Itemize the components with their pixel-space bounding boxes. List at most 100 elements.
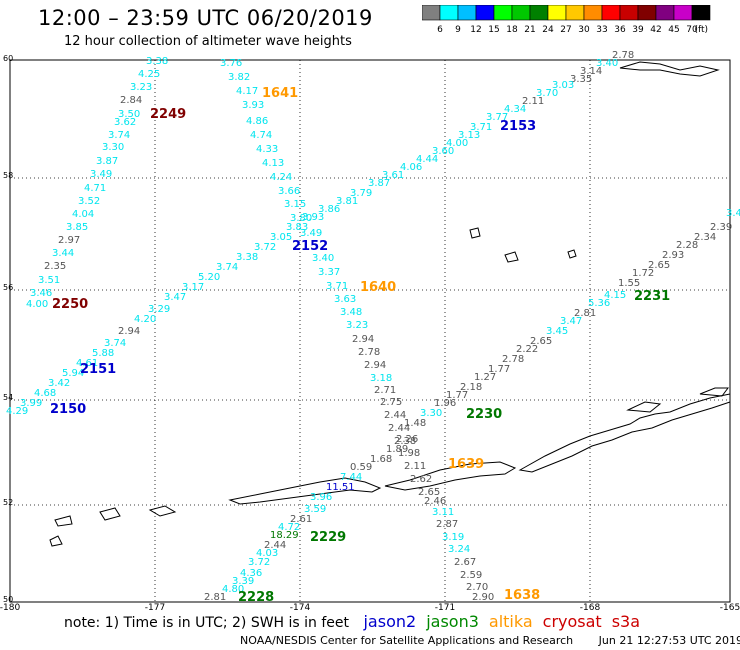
wave-height-label: 1.77	[446, 390, 468, 401]
lon-label: -168	[580, 603, 601, 610]
wave-height-label: 11.51	[326, 482, 355, 493]
coastline	[518, 393, 731, 473]
wave-height-label: 4.74	[250, 130, 272, 141]
coastline	[567, 249, 577, 259]
pass-time-label: 1641	[262, 86, 298, 101]
wave-height-label: 3.23	[346, 320, 368, 331]
coastline	[54, 515, 73, 527]
wave-height-label: 2.65	[530, 336, 552, 347]
wave-height-label: 3.81	[336, 196, 358, 207]
wave-height-label: 3.99	[20, 398, 42, 409]
wave-height-label: 1.98	[398, 448, 420, 459]
wave-height-label: 1.72	[632, 268, 654, 279]
wave-height-label: 5.20	[198, 272, 220, 283]
pass-time-label: 1638	[504, 588, 540, 603]
wave-height-label: 3.49	[300, 228, 322, 239]
wave-height-label: 3.23	[130, 82, 152, 93]
wave-height-label: 3.93	[242, 100, 264, 111]
scale-tick-label: 15	[488, 25, 499, 35]
satellite-jason3: jason3	[426, 612, 479, 631]
wave-height-label: 2.39	[710, 222, 732, 233]
lat-label: 56	[3, 283, 13, 292]
wave-height-label: 3.48	[340, 307, 362, 318]
wave-height-label: 1.89	[386, 444, 408, 455]
wave-height-label: 4.86	[246, 116, 268, 127]
lon-label: -177	[145, 603, 165, 610]
wave-height-label: 3.60	[432, 146, 454, 157]
wave-height-label: 3.96	[310, 492, 332, 503]
wave-height-label: 3.72	[248, 557, 270, 568]
wave-height-label: 2.84	[120, 95, 142, 106]
lat-label: 52	[3, 498, 13, 507]
wave-height-label: 3.38	[146, 56, 168, 67]
wave-height-label: 3.39	[232, 576, 254, 587]
wave-height-label: 4.13	[262, 158, 284, 169]
wave-height-label: 3.18	[370, 373, 392, 384]
altimeter-map[interactable]: 60 58 56 54 52 50-180 -177 -174 -171 -168 -165 3.38…	[0, 0, 740, 610]
wave-height-label: 4.00	[26, 299, 48, 310]
wave-height-label: 2.61	[290, 514, 312, 525]
coastline	[619, 61, 720, 77]
wave-height-label: 0.59	[350, 462, 372, 473]
pass-time-label: 2229	[310, 530, 346, 545]
footer-note: note: 1) Time is in UTC; 2) SWH is in fe…	[64, 612, 640, 631]
wave-height-label: 2.59	[460, 570, 482, 581]
wave-height-label: 3.52	[78, 196, 100, 207]
lon-label: -165	[720, 603, 740, 610]
wave-height-label: 1.68	[370, 454, 392, 465]
wave-height-label: 3.19	[442, 532, 464, 543]
wave-height-label: 2.94	[364, 360, 386, 371]
pass-time-label: 2151	[80, 362, 116, 377]
pass-time-label: 2150	[50, 402, 86, 417]
wave-height-label: 3.71	[470, 122, 492, 133]
lon-label: -180	[0, 603, 20, 610]
wave-height-label: 18.29	[270, 530, 299, 541]
wave-height-label: 2.71	[374, 385, 396, 396]
wave-height-label: 3.61	[382, 170, 404, 181]
wave-height-label: 4.71	[84, 183, 106, 194]
wave-height-label: 2.70	[466, 582, 488, 593]
wave-height-label: 2.81	[574, 308, 596, 319]
wave-height-label: 3.37	[318, 267, 340, 278]
credit-text: NOAA/NESDIS Center for Satellite Applica…	[240, 634, 574, 647]
scale-tick-label: 70	[686, 25, 698, 35]
wave-height-label: 3.74	[108, 130, 130, 141]
wave-height-label: 3.42	[726, 208, 740, 219]
wave-height-label: 5.94	[62, 368, 84, 379]
wave-height-label: 3.76	[220, 58, 242, 69]
scale-tick-label: 33	[596, 25, 607, 35]
page-subtitle: 12 hour collection of altimeter wave hei…	[64, 34, 352, 49]
lat-label: 54	[3, 393, 13, 402]
satellite-cryosat: cryosat	[542, 612, 602, 631]
lat-label: 50	[3, 595, 13, 604]
wave-height-label: 3.82	[228, 72, 250, 83]
timestamp: Jun 21 12:27:53 UTC 2019	[598, 634, 740, 647]
lon-label: -171	[435, 603, 455, 610]
coastline	[469, 227, 481, 239]
wave-height-label: 5.88	[92, 348, 114, 359]
wave-height-label: 2.44	[264, 540, 286, 551]
scale-tick-label: 24	[542, 25, 554, 35]
wave-height-label: 3.17	[182, 282, 204, 293]
wave-height-label: 2.34	[694, 232, 716, 243]
coastline	[504, 251, 519, 263]
scale-swatch	[691, 5, 711, 21]
wave-height-label: 2.87	[436, 519, 458, 530]
scale-tick-label: 18	[506, 25, 518, 35]
wave-height-label: 2.78	[612, 50, 634, 61]
wave-height-label: 3.03	[552, 80, 574, 91]
coastline	[626, 401, 662, 413]
wave-height-label: 4.34	[504, 104, 526, 115]
wave-height-label: 4.03	[256, 548, 278, 559]
wave-height-label: 2.94	[118, 326, 140, 337]
wave-height-label: 3.30	[102, 142, 124, 153]
lat-label: 60	[3, 54, 13, 63]
wave-height-label: 3.74	[216, 262, 238, 273]
pass-time-label: 2230	[466, 407, 502, 422]
wave-height-label: 4.06	[400, 162, 422, 173]
wave-height-label: 4.36	[240, 568, 262, 579]
wave-height-label: 3.13	[458, 130, 480, 141]
wave-height-label: 1.55	[618, 278, 640, 289]
credit-line: NOAA/NESDIS Center for Satellite Applica…	[240, 634, 740, 647]
wave-height-label: 2.35	[44, 261, 66, 272]
